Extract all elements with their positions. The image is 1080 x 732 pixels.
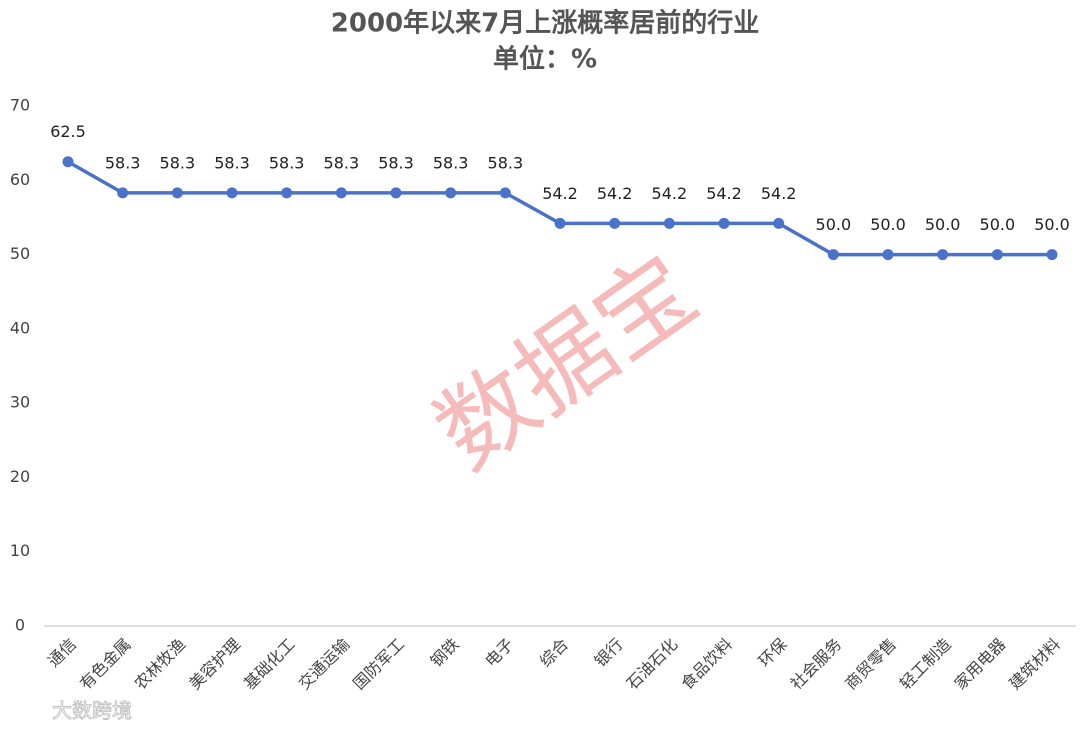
x-tick-label: 国防军工 (349, 635, 408, 694)
data-label: 58.3 (105, 153, 141, 172)
y-tick-label: 30 (10, 393, 30, 412)
data-label: 50.0 (925, 215, 961, 234)
chart-subtitle: 单位：% (493, 44, 597, 75)
x-tick-label: 有色金属 (76, 635, 135, 694)
data-label: 50.0 (1034, 215, 1070, 234)
data-label: 58.3 (488, 153, 524, 172)
point (663, 217, 675, 229)
x-tick-label: 美容护理 (185, 635, 244, 694)
y-tick-label: 40 (10, 318, 30, 337)
x-tick-label: 交通运输 (295, 635, 354, 694)
point (991, 249, 1003, 261)
x-tick-label: 电子 (481, 635, 517, 671)
x-tick-label: 食品饮料 (677, 635, 736, 694)
data-label: 54.2 (761, 184, 797, 203)
x-tick-label: 农林牧渔 (131, 635, 190, 694)
point (718, 217, 730, 229)
y-tick-label: 60 (10, 170, 30, 189)
x-tick-label: 环保 (755, 635, 791, 671)
series-line (67, 160, 1052, 257)
data-label: 58.3 (324, 153, 360, 172)
point (937, 249, 949, 261)
data-label: 54.2 (706, 184, 742, 203)
point (117, 187, 129, 199)
x-tick-label: 家用电器 (951, 635, 1010, 694)
data-label: 50.0 (816, 215, 852, 234)
data-label: 50.0 (980, 215, 1016, 234)
point (335, 187, 347, 199)
point (499, 187, 511, 199)
data-label: 58.3 (433, 153, 469, 172)
point (882, 249, 894, 261)
chart-title: 2000年以来7月上涨概率居前的行业 (331, 8, 759, 39)
x-tick-label: 石油石化 (623, 635, 682, 694)
y-tick-label: 20 (10, 467, 30, 486)
x-tick-label: 商贸零售 (841, 635, 900, 694)
point (554, 217, 566, 229)
y-tick-label: 10 (10, 541, 30, 560)
y-tick-label: 0 (15, 616, 25, 635)
data-label: 54.2 (652, 184, 688, 203)
point (1046, 249, 1058, 261)
x-tick-label: 通信 (44, 635, 80, 671)
data-label: 58.3 (378, 153, 414, 172)
point (773, 217, 785, 229)
point (62, 156, 74, 168)
x-tick-label: 社会服务 (787, 635, 846, 694)
data-label: 50.0 (870, 215, 906, 234)
data-label: 58.3 (160, 153, 196, 172)
data-label: 58.3 (269, 153, 305, 172)
logo-text: 大数跨境 (52, 699, 132, 723)
y-tick-label: 70 (10, 96, 30, 115)
point (226, 187, 238, 199)
x-tick-label: 建筑材料 (1005, 635, 1064, 694)
point (390, 187, 402, 199)
data-label: 54.2 (542, 184, 578, 203)
point (609, 217, 621, 229)
watermark: 数据宝 (416, 234, 716, 491)
data-label: 58.3 (214, 153, 250, 172)
point (827, 249, 839, 261)
y-tick-label: 50 (10, 244, 30, 263)
x-tick-label: 钢铁 (427, 635, 463, 671)
x-tick-label: 银行 (591, 635, 627, 671)
x-tick-label: 综合 (536, 635, 572, 671)
data-label: 62.5 (50, 122, 86, 141)
point (281, 187, 293, 199)
x-tick-label: 基础化工 (240, 635, 299, 694)
point (445, 187, 457, 199)
x-tick-label: 轻工制造 (896, 635, 955, 694)
point (171, 187, 183, 199)
data-label: 54.2 (597, 184, 633, 203)
